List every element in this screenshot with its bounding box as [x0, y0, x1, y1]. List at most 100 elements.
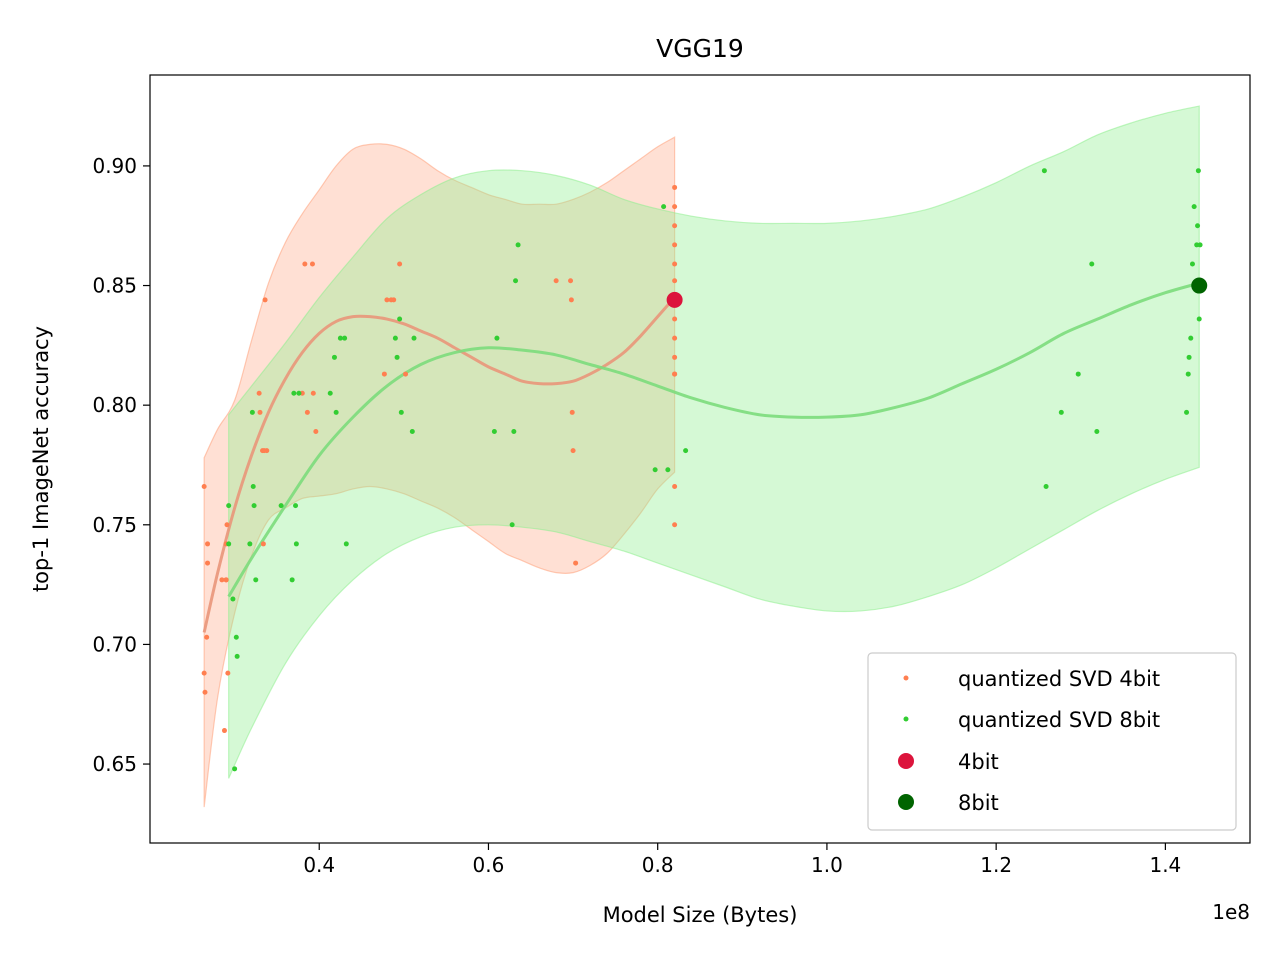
fit-line-1 [227, 281, 1200, 598]
fit-band-0 [203, 136, 676, 808]
x-tick-label-5: 1.4 [1149, 853, 1181, 877]
fit-lines [202, 281, 1200, 633]
data-point-s0-14 [257, 409, 263, 415]
data-point-s1-47 [1186, 354, 1192, 360]
legend-marker-svd-4bit [903, 675, 909, 681]
data-point-s1-18 [331, 354, 337, 360]
data-point-s1-55 [1197, 242, 1203, 248]
chart-title: VGG19 [656, 34, 744, 63]
x-tick-label-4: 1.2 [980, 853, 1012, 877]
data-point-s1-17 [327, 390, 333, 396]
data-point-s0-23 [309, 261, 315, 267]
legend-marker-8bit [898, 794, 914, 810]
legend-label-8bit: 8bit [958, 791, 999, 815]
data-point-s0-22 [304, 409, 310, 415]
data-point-s0-38 [672, 184, 678, 190]
data-point-s0-18 [262, 297, 268, 303]
data-point-s1-1 [226, 541, 232, 547]
x-tick-label-2: 0.8 [642, 853, 674, 877]
data-point-s0-41 [672, 242, 678, 248]
data-point-s0-11 [224, 522, 230, 528]
data-point-s0-45 [672, 316, 678, 322]
data-point-s0-40 [672, 223, 678, 229]
data-point-s1-44 [1094, 428, 1100, 434]
data-point-s1-22 [343, 541, 349, 547]
legend-marker-4bit [898, 753, 914, 769]
fit-line-0 [202, 296, 676, 633]
data-point-s1-39 [1041, 168, 1047, 174]
data-point-s1-46 [1185, 371, 1191, 377]
x-tick-label-0: 0.4 [303, 853, 335, 877]
x-axis-ticks: 0.4 0.6 0.8 1.0 1.2 1.4 [303, 843, 1181, 877]
data-point-s0-49 [672, 371, 678, 377]
data-point-s1-21 [342, 335, 348, 341]
data-point-s0-21 [302, 261, 308, 267]
x-axis-offset-label: 1e8 [1212, 900, 1250, 924]
data-point-s1-24 [394, 354, 400, 360]
data-point-s1-16 [296, 390, 302, 396]
data-point-s0-29 [391, 297, 397, 303]
legend-marker-svd-8bit [903, 716, 909, 722]
data-point-s0-5 [205, 560, 211, 566]
data-point-s1-33 [513, 278, 519, 284]
data-point-s1-40 [1043, 484, 1049, 490]
data-point-s1-27 [409, 428, 415, 434]
data-point-s1-30 [494, 335, 500, 341]
data-point-s0-3 [204, 634, 210, 640]
data-point-s1-29 [491, 428, 497, 434]
data-point-s0-35 [569, 409, 575, 415]
legend: quantized SVD 4bit quantized SVD 8bit 4b… [867, 652, 1237, 831]
data-point-s0-25 [313, 428, 319, 434]
data-point-s1-52 [1195, 223, 1201, 229]
data-point-s0-2 [202, 689, 208, 695]
fit-band-1 [228, 105, 1200, 779]
data-point-s0-39 [672, 204, 678, 210]
legend-label-svd-4bit: quantized SVD 4bit [958, 667, 1160, 691]
data-point-s1-0 [226, 503, 232, 509]
data-point-s1-48 [1188, 335, 1194, 341]
data-point-s0-43 [672, 278, 678, 284]
data-point-s1-5 [234, 653, 240, 659]
data-point-s1-19 [333, 409, 339, 415]
data-point-s1-15 [293, 541, 299, 547]
data-point-s0-19 [264, 448, 270, 454]
y-axis-label: top-1 ImageNet accuracy [29, 326, 53, 592]
data-point-s1-54 [1196, 316, 1202, 322]
data-point-s1-37 [665, 467, 671, 473]
data-point-s1-23 [392, 335, 398, 341]
y-tick-label-0: 0.65 [92, 752, 137, 776]
y-tick-label-4: 0.85 [92, 274, 137, 298]
data-point-s1-32 [511, 428, 517, 434]
data-point-s0-27 [384, 297, 390, 303]
data-point-s1-10 [253, 577, 259, 583]
y-tick-label-1: 0.70 [92, 632, 137, 656]
confidence-bands [203, 105, 1200, 808]
data-point-s0-37 [573, 560, 579, 566]
legend-label-4bit: 4bit [958, 750, 999, 774]
data-point-s0-46 [672, 335, 678, 341]
x-tick-label-1: 0.6 [473, 853, 505, 877]
y-tick-label-5: 0.90 [92, 154, 137, 178]
data-point-s1-25 [397, 316, 403, 322]
data-point-s0-16 [260, 541, 266, 547]
data-point-s0-6 [219, 577, 225, 583]
data-point-s1-49 [1189, 261, 1195, 267]
data-point-s0-24 [310, 390, 316, 396]
data-point-s0-47 [672, 354, 678, 360]
data-point-s1-12 [289, 577, 295, 583]
data-point-s1-26 [398, 409, 404, 415]
data-point-s0-13 [256, 390, 262, 396]
legend-label-svd-8bit: quantized SVD 8bit [958, 708, 1160, 732]
data-point-s1-2 [230, 596, 236, 602]
data-point-s1-28 [411, 335, 417, 341]
data-point-s1-31 [509, 522, 515, 528]
data-point-s1-6 [247, 541, 253, 547]
data-point-s1-14 [293, 503, 299, 509]
y-tick-label-3: 0.80 [92, 393, 137, 417]
plot-area-frame [149, 74, 1251, 844]
data-point-s1-9 [251, 503, 257, 509]
data-point-s0-50 [672, 484, 678, 490]
legend-box [867, 652, 1237, 831]
data-point-s1-8 [250, 484, 256, 490]
